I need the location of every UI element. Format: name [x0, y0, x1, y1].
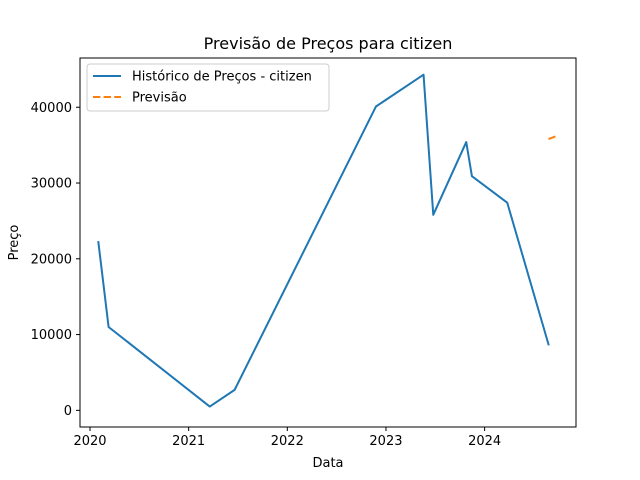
legend-box	[86, 63, 330, 112]
x-axis-label: Data	[312, 456, 343, 471]
legend-label-2: Previsão	[132, 91, 187, 106]
plot-area	[79, 57, 577, 428]
x-tick-label: 2021	[172, 434, 205, 449]
y-tick-label: 30000	[31, 177, 72, 192]
legend: Histórico de Preços - citizen Previsão	[86, 63, 330, 112]
x-tick-label: 2022	[271, 434, 304, 449]
legend-label-1: Histórico de Preços - citizen	[132, 70, 312, 85]
x-tick-label: 2020	[73, 434, 106, 449]
y-tick-label: 40000	[31, 101, 72, 116]
x-axis-ticks: 2020 2021 2022 2023 2024	[73, 427, 501, 449]
y-tick-label: 10000	[31, 328, 72, 343]
series-lines	[97, 73, 559, 408]
y-axis-ticks: 0 10000 20000 30000 40000	[31, 101, 80, 419]
chart-title: Previsão de Preços para citizen	[204, 34, 453, 53]
x-tick-label: 2024	[468, 434, 501, 449]
y-tick-label: 20000	[31, 252, 72, 267]
series-line-1	[97, 73, 550, 408]
y-axis-label: Preço	[7, 225, 22, 261]
x-tick-label: 2023	[369, 434, 402, 449]
y-tick-label: 0	[64, 404, 72, 419]
series-line-2	[548, 134, 559, 141]
